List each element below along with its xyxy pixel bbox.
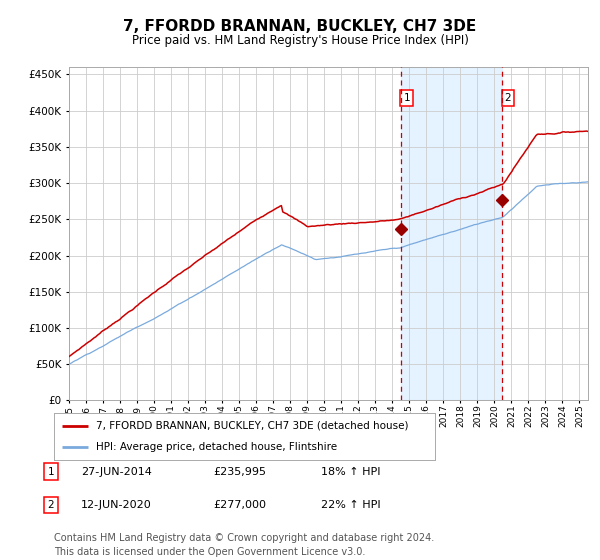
Text: HPI: Average price, detached house, Flintshire: HPI: Average price, detached house, Flin… bbox=[96, 442, 337, 452]
Text: Contains HM Land Registry data © Crown copyright and database right 2024.
This d: Contains HM Land Registry data © Crown c… bbox=[54, 533, 434, 557]
Text: Price paid vs. HM Land Registry's House Price Index (HPI): Price paid vs. HM Land Registry's House … bbox=[131, 34, 469, 47]
Text: 12-JUN-2020: 12-JUN-2020 bbox=[81, 500, 152, 510]
Text: £235,995: £235,995 bbox=[213, 466, 266, 477]
Text: 2: 2 bbox=[505, 92, 511, 102]
Bar bbox=[401, 67, 502, 400]
Text: 18% ↑ HPI: 18% ↑ HPI bbox=[321, 466, 380, 477]
Text: 2: 2 bbox=[47, 500, 55, 510]
Text: 7, FFORDD BRANNAN, BUCKLEY, CH7 3DE: 7, FFORDD BRANNAN, BUCKLEY, CH7 3DE bbox=[124, 20, 476, 34]
Text: 27-JUN-2014: 27-JUN-2014 bbox=[81, 466, 152, 477]
Text: 1: 1 bbox=[403, 92, 410, 102]
Text: 1: 1 bbox=[47, 466, 55, 477]
Text: £277,000: £277,000 bbox=[213, 500, 266, 510]
Text: 22% ↑ HPI: 22% ↑ HPI bbox=[321, 500, 380, 510]
Text: 7, FFORDD BRANNAN, BUCKLEY, CH7 3DE (detached house): 7, FFORDD BRANNAN, BUCKLEY, CH7 3DE (det… bbox=[96, 421, 409, 431]
